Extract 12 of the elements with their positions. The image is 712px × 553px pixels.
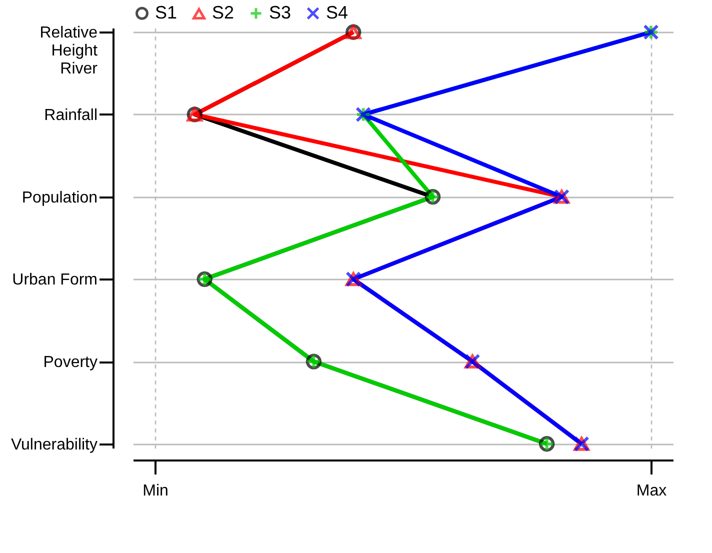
y-tick-label: Relative Height River — [40, 24, 98, 78]
y-tick-label: Vulnerability — [10, 436, 98, 454]
y-tick-label: Poverty — [43, 354, 98, 372]
text: Min — [142, 482, 168, 500]
legend-label: S4 — [326, 2, 348, 22]
legend-label: S1 — [155, 2, 178, 22]
y-tick-label: Rainfall — [44, 106, 98, 124]
text: Max — [636, 482, 667, 500]
y-tick-label: Population — [22, 189, 98, 206]
y-tick-label: Urban Form — [12, 272, 98, 289]
legend-label: S3 — [269, 2, 292, 22]
legend-label: S2 — [212, 2, 234, 23]
